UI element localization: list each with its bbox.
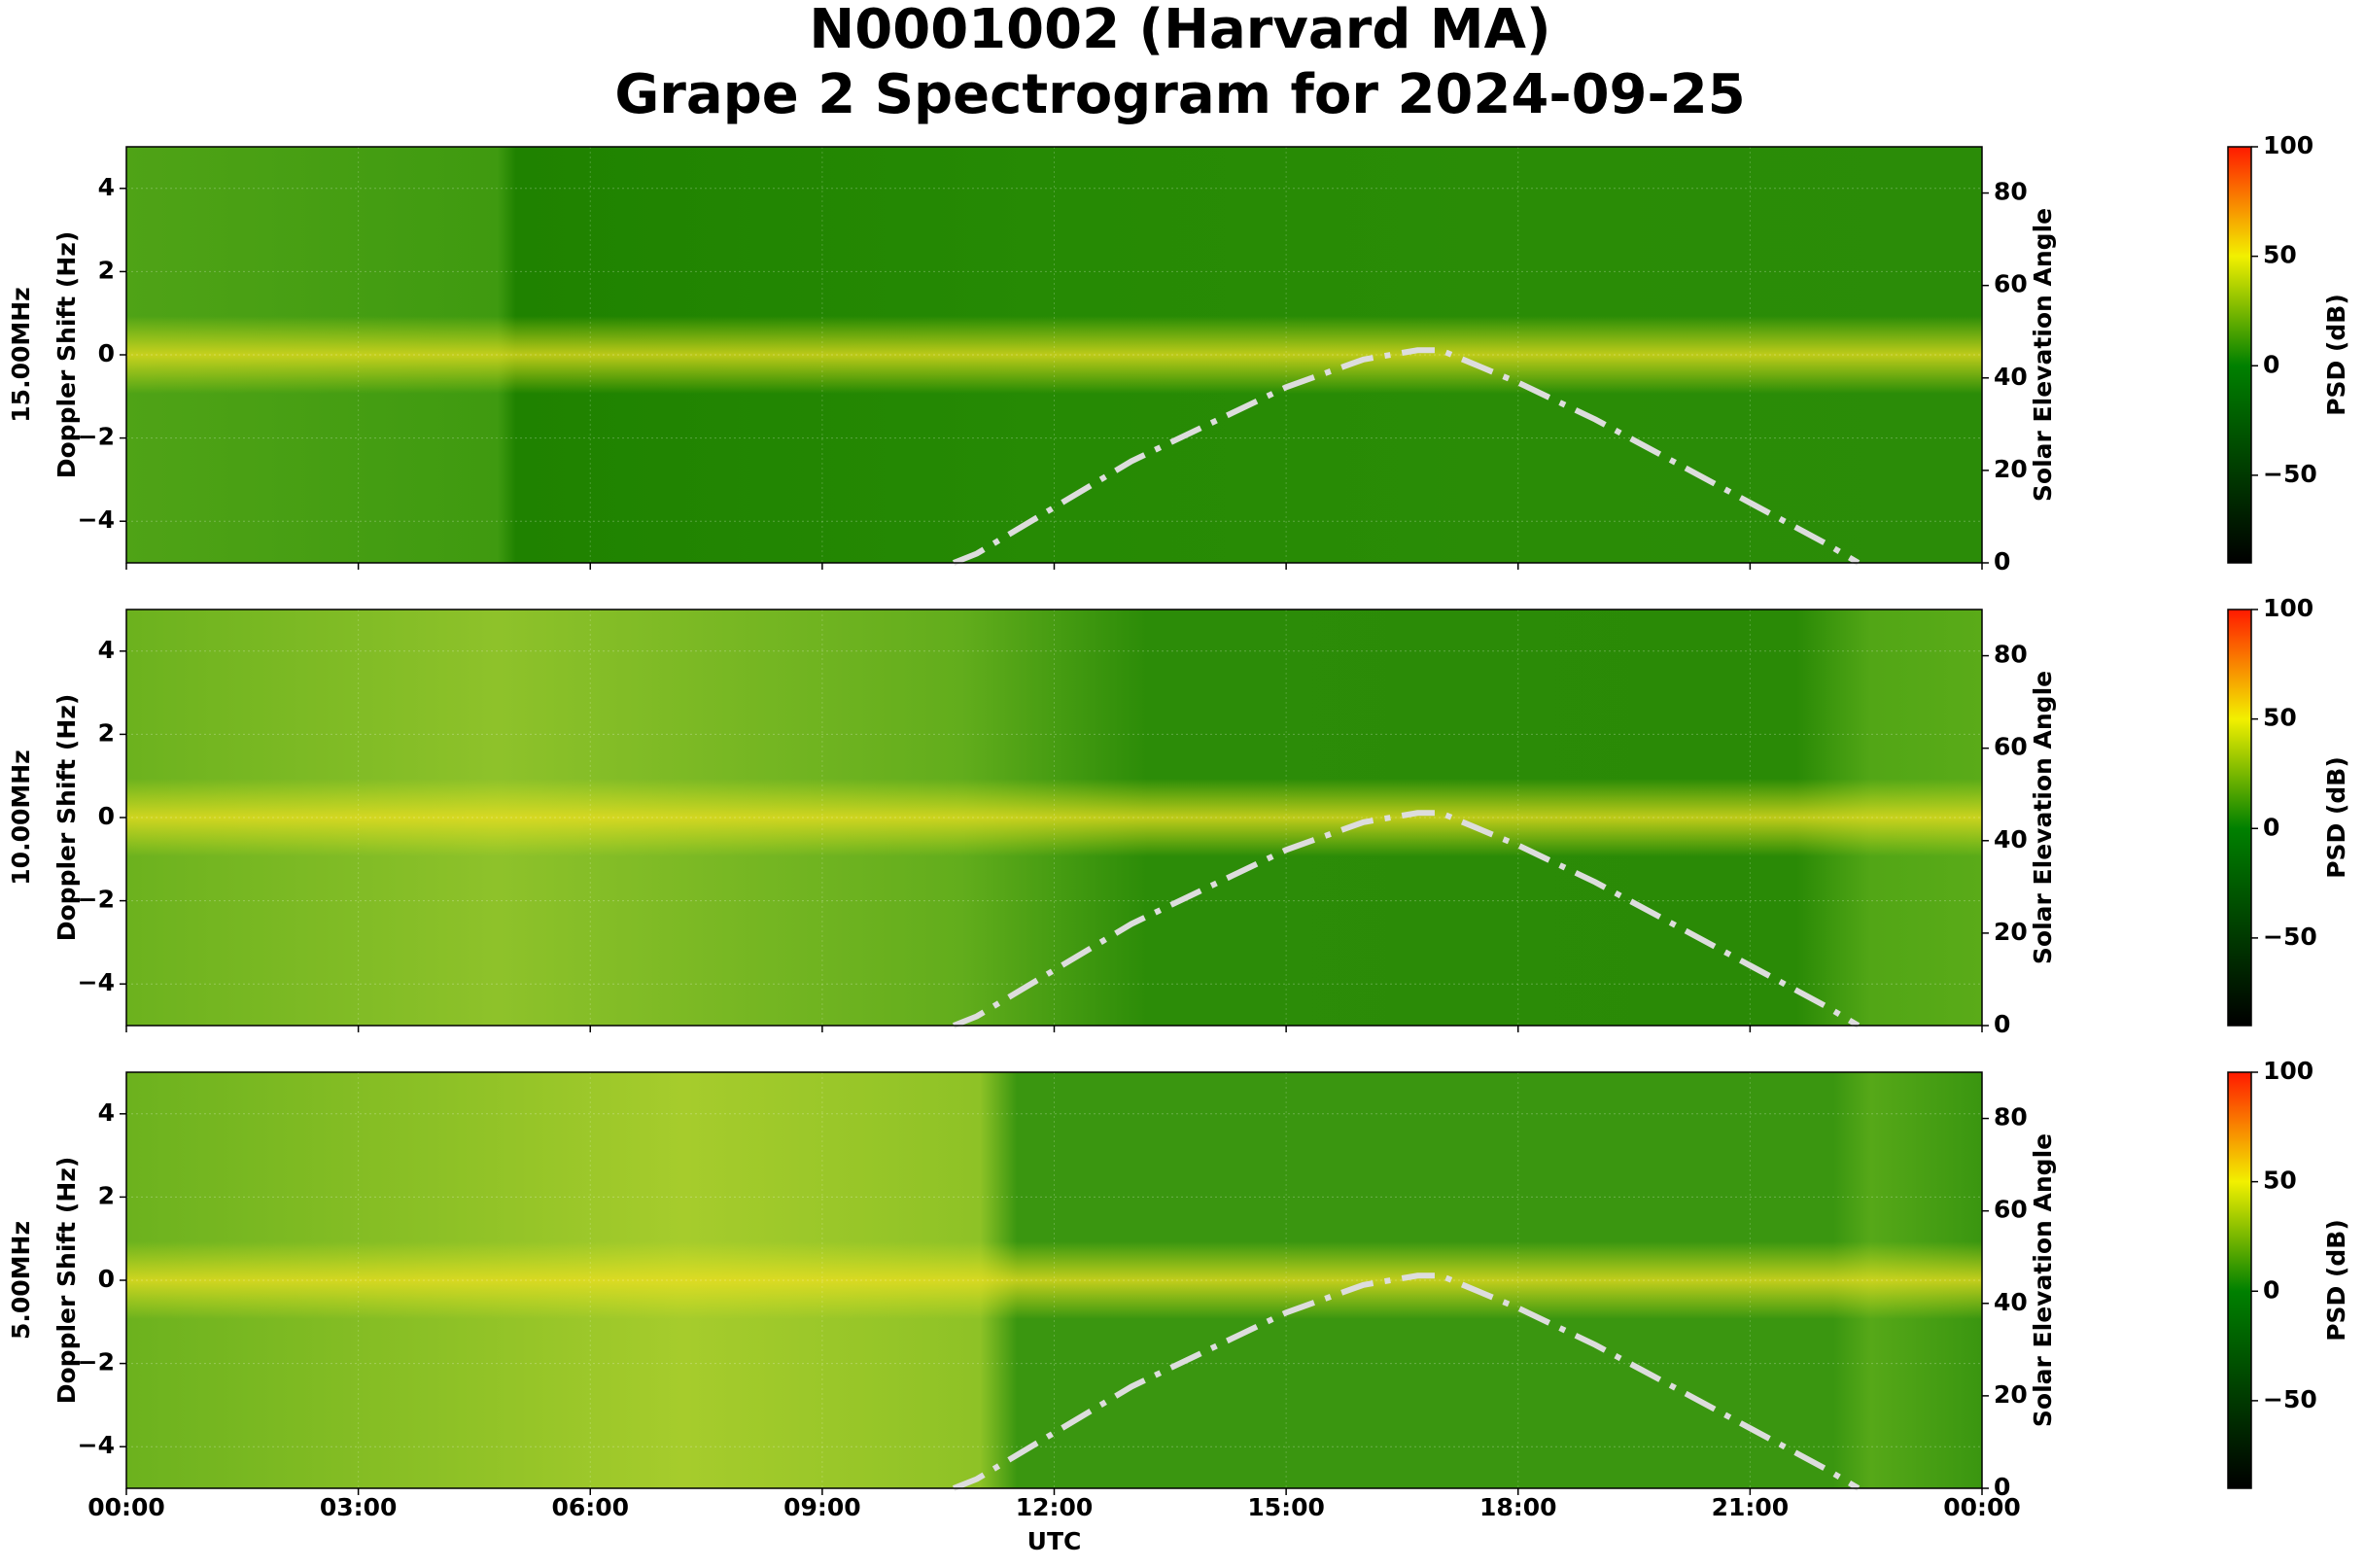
y-axis-label: 10.00MHz bbox=[7, 749, 35, 885]
y2-tick-label: 0 bbox=[1994, 1010, 2010, 1038]
y-tick-label: 2 bbox=[98, 718, 115, 747]
y-tick-label: 0 bbox=[98, 802, 115, 830]
solar-elevation-line bbox=[952, 347, 1861, 566]
chart-title: N0001002 (Harvard MA) bbox=[809, 0, 1550, 61]
y-tick-label: 0 bbox=[98, 339, 115, 367]
y2-tick-label: 60 bbox=[1994, 270, 2028, 298]
y-tick-label: 0 bbox=[98, 1265, 115, 1293]
y2-axis-label: Solar Elevation Angle bbox=[2029, 1133, 2057, 1427]
colorbar-tick-label: 0 bbox=[2263, 1275, 2279, 1304]
chart-subtitle: Grape 2 Spectrogram for 2024-09-25 bbox=[614, 63, 1745, 126]
y-tick-label: 4 bbox=[98, 173, 115, 201]
colorbar-label: PSD (dB) bbox=[2322, 756, 2350, 879]
colorbar bbox=[2227, 1071, 2252, 1489]
plot-frame bbox=[125, 146, 1983, 564]
colorbar-tick-label: 0 bbox=[2263, 350, 2279, 378]
y2-tick-label: 0 bbox=[1994, 547, 2010, 575]
colorbar-tick-label: −50 bbox=[2263, 923, 2317, 951]
y2-tick-label: 40 bbox=[1994, 1288, 2028, 1316]
y-tick-label: 2 bbox=[98, 256, 115, 284]
colorbar-tick-label: 50 bbox=[2263, 241, 2297, 269]
solar-elevation-line bbox=[952, 1272, 1861, 1491]
y2-axis-label: Solar Elevation Angle bbox=[2029, 208, 2057, 502]
colorbar-label: PSD (dB) bbox=[2322, 1219, 2350, 1342]
y-tick-label: 2 bbox=[98, 1181, 115, 1209]
y2-tick-label: 60 bbox=[1994, 1196, 2028, 1224]
plot-frame bbox=[125, 1071, 1983, 1489]
y2-tick-label: 20 bbox=[1994, 455, 2028, 483]
y2-tick-label: 20 bbox=[1994, 1380, 2028, 1409]
colorbar bbox=[2227, 146, 2252, 564]
y2-tick-label: 40 bbox=[1994, 825, 2028, 854]
doppler-trace-band bbox=[126, 779, 1982, 856]
colorbar-tick-label: 100 bbox=[2263, 594, 2313, 622]
y2-tick-label: 20 bbox=[1994, 918, 2028, 946]
colorbar-tick-label: −50 bbox=[2263, 460, 2317, 488]
y-axis-label: Doppler Shift (Hz) bbox=[52, 231, 81, 479]
x-tick-label: 15:00 bbox=[1247, 1493, 1325, 1521]
colorbar-label: PSD (dB) bbox=[2322, 294, 2350, 416]
y2-tick-label: 60 bbox=[1994, 733, 2028, 761]
x-axis-label: UTC bbox=[1027, 1527, 1082, 1555]
y-tick-label: 4 bbox=[98, 636, 115, 664]
x-tick-label: 00:00 bbox=[87, 1493, 165, 1521]
colorbar-tick-label: 100 bbox=[2263, 1057, 2313, 1085]
y-tick-label: −2 bbox=[78, 886, 115, 914]
x-tick-label: 06:00 bbox=[551, 1493, 629, 1521]
x-tick-label: 21:00 bbox=[1712, 1493, 1790, 1521]
colorbar-tick-label: 100 bbox=[2263, 131, 2313, 159]
y2-tick-label: 40 bbox=[1994, 363, 2028, 391]
y-tick-label: 4 bbox=[98, 1098, 115, 1127]
x-tick-label: 12:00 bbox=[1016, 1493, 1094, 1521]
plot-frame bbox=[125, 609, 1983, 1027]
x-tick-label: 00:00 bbox=[1943, 1493, 2021, 1521]
y-tick-label: −4 bbox=[78, 505, 115, 534]
colorbar-tick-label: 0 bbox=[2263, 813, 2279, 841]
y-axis-label: 15.00MHz bbox=[7, 287, 35, 422]
y2-tick-label: 80 bbox=[1994, 641, 2028, 669]
y-tick-label: −4 bbox=[78, 968, 115, 996]
y2-tick-label: 0 bbox=[1994, 1473, 2010, 1501]
y-axis-label: Doppler Shift (Hz) bbox=[52, 694, 81, 942]
colorbar-tick-label: 50 bbox=[2263, 704, 2297, 732]
y2-tick-label: 80 bbox=[1994, 1103, 2028, 1132]
x-tick-label: 09:00 bbox=[783, 1493, 861, 1521]
y-tick-label: −2 bbox=[78, 423, 115, 451]
colorbar-tick-label: 50 bbox=[2263, 1167, 2297, 1195]
y2-tick-label: 80 bbox=[1994, 178, 2028, 206]
y-axis-label: 5.00MHz bbox=[7, 1221, 35, 1340]
solar-elevation-line bbox=[952, 810, 1861, 1028]
colorbar-tick-label: −50 bbox=[2263, 1385, 2317, 1413]
y-tick-label: −4 bbox=[78, 1431, 115, 1459]
doppler-trace-band bbox=[126, 316, 1982, 394]
x-tick-label: 18:00 bbox=[1479, 1493, 1557, 1521]
y-tick-label: −2 bbox=[78, 1348, 115, 1376]
y2-axis-label: Solar Elevation Angle bbox=[2029, 671, 2057, 964]
doppler-trace-band bbox=[126, 1241, 1982, 1319]
colorbar bbox=[2227, 609, 2252, 1027]
y-axis-label: Doppler Shift (Hz) bbox=[52, 1157, 81, 1405]
x-tick-label: 03:00 bbox=[320, 1493, 398, 1521]
